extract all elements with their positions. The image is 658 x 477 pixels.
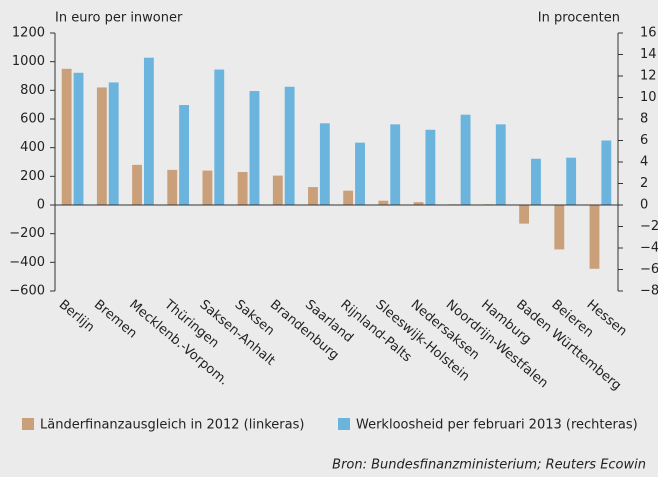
bar [460, 114, 471, 205]
bar [249, 91, 260, 205]
y2-tick-label: 0 [640, 198, 648, 213]
legend-label: Werkloosheid per februari 2013 (rechtera… [356, 418, 638, 433]
bar [589, 205, 600, 269]
y2-tick-label: −2 [640, 219, 658, 234]
y-tick-label: 1000 [12, 54, 45, 69]
bar [601, 140, 612, 205]
y2-tick-label: 16 [640, 26, 657, 41]
y-tick-label: 200 [20, 169, 45, 184]
y2-tick-label: −8 [640, 284, 658, 299]
y2-tick-label: 4 [640, 155, 648, 170]
bar [413, 202, 424, 205]
y-tick-label: 0 [37, 198, 45, 213]
y2-tick-label: 2 [640, 176, 648, 191]
bar [566, 157, 577, 205]
y-tick-label: 400 [20, 140, 45, 155]
bar [73, 72, 84, 206]
y-tick-label: −400 [9, 255, 45, 270]
bar [319, 123, 330, 205]
bar [308, 187, 318, 205]
bar [96, 87, 107, 205]
bar [202, 170, 213, 205]
bar [425, 129, 436, 205]
legend-label: Länderfinanzausgleich in 2012 (linkeras) [40, 418, 304, 433]
bar [61, 68, 72, 205]
y-tick-label: 1200 [12, 26, 45, 41]
bar [495, 124, 506, 205]
y2-tick-label: 8 [640, 112, 648, 127]
bar [390, 124, 401, 205]
y2-tick-label: −6 [640, 262, 658, 277]
y2-tick-label: 6 [640, 133, 648, 148]
source: Bron: Bundesfinanzministerium; Reuters E… [332, 458, 646, 473]
bar [519, 205, 530, 224]
y2-axis-title: In procenten [538, 11, 620, 26]
bar [214, 69, 225, 205]
bar [355, 142, 365, 205]
bar [531, 158, 541, 205]
bar [132, 164, 142, 205]
bar [343, 190, 354, 205]
bar [167, 169, 178, 205]
bar [143, 57, 154, 205]
bar [378, 200, 389, 205]
y-tick-label: −200 [9, 226, 45, 241]
x-tick-label: Berlijn [56, 297, 97, 335]
bar [108, 82, 119, 205]
y2-tick-label: 14 [640, 47, 657, 62]
y2-tick-label: 10 [640, 90, 657, 105]
bar [284, 86, 295, 205]
legend-swatch [338, 418, 350, 430]
y2-tick-label: −4 [640, 241, 658, 256]
legend-swatch [22, 418, 34, 430]
y-tick-label: 600 [20, 112, 45, 127]
y-axis-title: In euro per inwoner [55, 11, 183, 26]
bar [179, 105, 190, 205]
y-tick-label: 800 [20, 83, 45, 98]
bar [554, 205, 565, 250]
y2-tick-label: 12 [640, 69, 657, 84]
bar [272, 175, 283, 205]
bar [237, 172, 248, 205]
y-tick-label: −600 [9, 284, 45, 299]
